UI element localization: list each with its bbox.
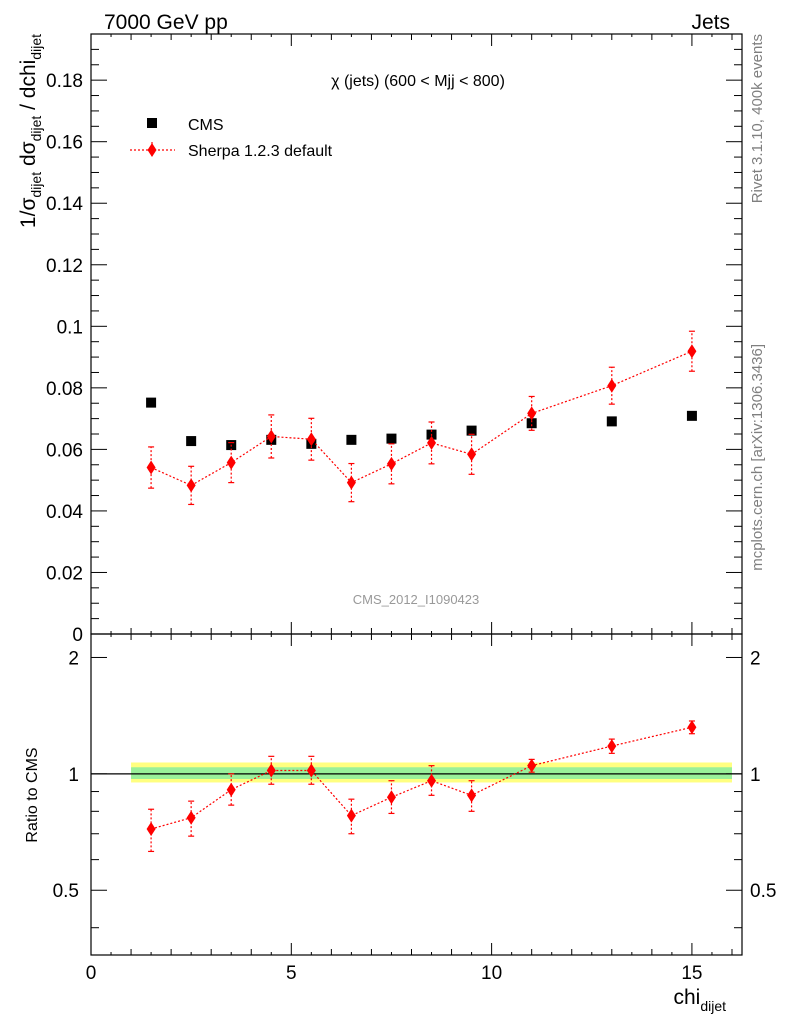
sherpa-data-point [386,456,396,471]
main-y-axis-label: 1/σdijet dσdijet / dchidijet [17,34,44,228]
sherpa-data-point [427,435,437,450]
x-tick-label: 5 [286,963,297,984]
ratio-sherpa-data-point [146,822,156,837]
sherpa-data-point [346,475,356,490]
xlabel-sub: dijet [700,998,726,1014]
ratio-y-tick-label-right: 1 [750,765,761,786]
ylabel-pre: 1/σ [17,198,40,229]
legend-sherpa-label: Sherpa 1.2.3 default [188,143,333,160]
main-panel: χ (jets) (600 < Mjj < 800) CMS_2012_I109… [17,33,743,646]
ratio-sherpa-data-point [266,763,276,778]
sherpa-data-point [687,344,697,359]
cms-data-point [526,418,537,429]
cms-data-point [186,436,197,447]
main-y-tick-label: 0.04 [46,502,83,523]
ratio-sherpa-data-point [226,782,236,797]
ratio-sherpa-data-point [186,810,196,825]
sherpa-data-point [226,455,236,470]
ratio-sherpa-line [150,726,693,830]
main-y-tick-label: 0.06 [46,440,83,461]
ylabel-sub3: dijet [28,34,44,60]
cms-data-point [386,433,397,444]
legend-cms-label: CMS [188,117,224,134]
ratio-band-green [131,767,732,779]
main-y-tick-label: 0 [72,625,83,646]
ratio-sherpa-data-point [386,790,396,805]
analysis-watermark: CMS_2012_I1090423 [353,592,480,607]
sherpa-data-point [146,460,156,475]
ylabel-sub1: dijet [28,172,44,198]
ratio-y-tick-label-right: 2 [750,648,761,669]
sherpa-data-point [607,378,617,393]
chart-title: χ (jets) (600 < Mjj < 800) [331,73,505,90]
main-y-tick-label: 0.08 [46,379,83,400]
cms-data-point [466,425,477,436]
legend: CMS Sherpa 1.2.3 default [130,117,333,160]
sherpa-data-point [467,447,477,462]
ratio-y-tick-label: 0.5 [53,881,79,902]
ratio-sherpa-data-point [306,763,316,778]
sherpa-data-point [186,478,196,493]
ratio-sherpa-data-point [527,758,537,773]
sherpa-data-point [266,429,276,444]
x-axis-label: chidijet [673,986,726,1014]
ratio-sherpa-data-point [427,773,437,788]
ratio-sherpa-data-point [467,788,477,803]
ylabel-mid: dσ [17,141,40,172]
x-tick-label: 15 [681,963,702,984]
cms-data-point [346,434,357,445]
cms-data-point [146,397,157,408]
main-y-tick-label: 0.02 [46,563,83,584]
sherpa-data-point [306,432,316,447]
ylabel-sub2: dijet [28,116,44,142]
ylabel-post: / dchi [17,60,40,116]
ratio-sherpa-data-point [607,739,617,754]
ratio-sherpa-data-point [346,808,356,823]
main-y-tick-label: 0.16 [46,133,83,154]
main-y-tick-label: 0.14 [46,194,83,215]
cms-data-point [686,410,697,421]
ratio-y-axis-label: Ratio to CMS [24,747,41,842]
sherpa-data-point [527,406,537,421]
header-left: 7000 GeV pp [104,11,228,34]
ratio-frame [90,633,743,956]
cms-data-point [606,416,617,427]
x-tick-label: 10 [481,963,502,984]
legend-cms-marker [147,118,157,128]
header-right: Jets [691,11,730,34]
ratio-panel: Ratio to CMS chidijet 0 5 10 15 0.5 0.5 1 1 2 2 [24,633,776,1014]
ratio-sherpa-data-point [687,720,697,735]
rivet-label: Rivet 3.1.10, 400k events [749,34,766,203]
main-y-tick-label: 0.18 [46,71,83,92]
xlabel-main: chi [673,986,700,1009]
ratio-y-tick-label-right: 0.5 [750,881,776,902]
x-tick-label: 0 [86,963,97,984]
legend-sherpa-marker [147,143,157,157]
main-y-tick-label: 0.1 [57,317,83,338]
main-y-tick-label: 0.12 [46,256,83,277]
ratio-y-tick-label: 2 [68,648,79,669]
source-label: mcplots.cern.ch [arXiv:1306.3436] [749,344,766,571]
ratio-y-tick-label: 1 [68,765,79,786]
